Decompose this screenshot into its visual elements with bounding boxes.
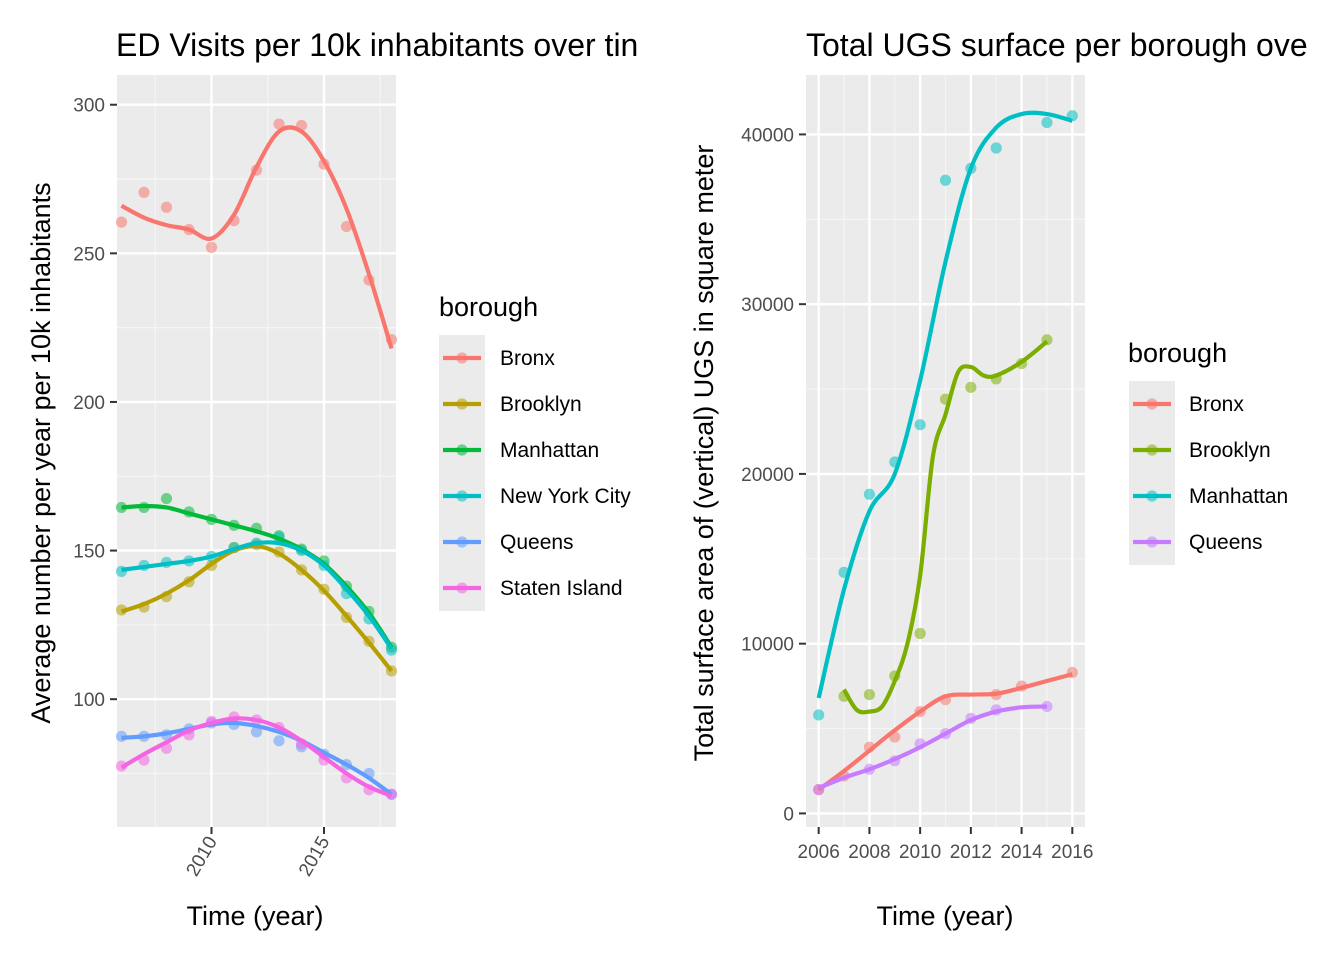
trend-line-bronx	[120, 125, 394, 350]
legend-key-point-staten-island	[456, 582, 468, 594]
y-tick-label: 100	[73, 690, 105, 711]
legend-key-point-new-york-city	[456, 490, 468, 502]
data-point-brooklyn	[914, 627, 926, 640]
x-tick-label: 2016	[1051, 842, 1093, 863]
trend-line-brooklyn	[120, 543, 394, 673]
data-point-manhattan	[990, 142, 1002, 154]
y-tick-label: 20000	[741, 465, 794, 486]
data-point-manhattan	[115, 501, 128, 514]
plot-background	[117, 75, 396, 827]
legend-title-ed-visits: borough	[439, 292, 538, 322]
data-point-queens	[1041, 700, 1053, 713]
data-point-manhattan	[813, 709, 825, 721]
data-point-brooklyn	[965, 381, 977, 393]
y-tick-label: 40000	[741, 125, 794, 146]
ugs-surface-legend: borough Bronx Brooklyn Manhattan Queens	[1128, 338, 1288, 565]
legend-key-point-queens	[456, 536, 468, 548]
x-tick-label: 2008	[848, 842, 890, 863]
trend-line-bronx	[817, 672, 1073, 792]
x-tick-label: 2014	[1000, 842, 1043, 863]
legend-label-queens: Queens	[1189, 531, 1263, 554]
data-point-manhattan	[863, 488, 876, 500]
data-point-bronx	[273, 118, 285, 130]
y-tick-label: 200	[73, 393, 105, 414]
data-point-bronx	[115, 216, 128, 228]
y-tick-label: 30000	[741, 295, 794, 316]
data-point-bronx	[138, 186, 150, 199]
x-tick-label: 2006	[798, 842, 840, 863]
data-point-queens	[273, 735, 285, 747]
legend-key-background	[439, 335, 485, 611]
legend-key-point-bronx	[456, 352, 468, 364]
legend-label-manhattan: Manhattan	[1189, 485, 1288, 508]
legend-label-staten-island: Staten Island	[500, 577, 623, 600]
x-tick-label: 2010	[899, 842, 941, 863]
chart-title-ugs-surface: Total UGS surface per borough ove	[806, 27, 1308, 63]
trend-line-queens	[121, 720, 393, 796]
legend-key-point-manhattan	[456, 444, 468, 456]
x-axis-label-ugs-surface: Time (year)	[876, 901, 1013, 931]
ed-visits-legend: borough Bronx Brooklyn Manhattan New York C…	[439, 292, 631, 611]
chart-title-ed-visits: ED Visits per 10k inhabitants over tin	[116, 27, 638, 63]
x-tick-label: 2010	[183, 833, 222, 880]
legend-label-bronx: Bronx	[500, 347, 555, 370]
legend-label-brooklyn: Brooklyn	[500, 393, 582, 416]
y-axis-label-ed-visits: Average number per year per 10k inhabita…	[26, 182, 56, 723]
data-point-manhattan	[939, 174, 952, 186]
trend-line-queens	[817, 704, 1048, 790]
data-point-manhattan	[160, 492, 173, 505]
legend-key-point-brooklyn	[456, 398, 468, 410]
trend-line-manhattan	[816, 110, 1073, 699]
legend-key-background	[1129, 381, 1175, 565]
data-point-brooklyn	[863, 688, 876, 701]
legend-key-point-bronx	[1146, 398, 1158, 410]
legend-label-bronx: Bronx	[1189, 393, 1244, 416]
trend-line-new-york-city	[121, 540, 394, 650]
data-point-bronx	[340, 220, 353, 233]
legend-key-point-queens	[1146, 536, 1158, 548]
legend-key-point-brooklyn	[1146, 444, 1158, 456]
y-tick-label: 150	[73, 542, 105, 563]
legend-label-new-york-city: New York City	[500, 485, 631, 508]
data-point-queens	[250, 726, 263, 738]
data-point-bronx	[205, 241, 218, 253]
data-point-manhattan	[1041, 116, 1053, 129]
legend-label-brooklyn: Brooklyn	[1189, 439, 1271, 462]
trend-line-staten-island	[120, 716, 393, 798]
y-tick-label: 0	[783, 804, 794, 825]
y-tick-label: 300	[73, 96, 105, 117]
x-tick-label: 2015	[295, 833, 334, 880]
y-tick-label: 250	[73, 244, 105, 265]
ed-visits-plot-panel: 100 150 200 250 300 2010 2015	[73, 75, 398, 880]
legend-label-manhattan: Manhattan	[500, 439, 599, 462]
data-point-manhattan	[914, 419, 926, 431]
y-axis-label-ugs-surface: Total surface area of (vertical) UGS in …	[689, 145, 719, 762]
legend-label-queens: Queens	[500, 531, 574, 554]
legend-title-ugs-surface: borough	[1128, 338, 1227, 368]
y-tick-label: 10000	[741, 635, 794, 656]
ugs-surface-plot-panel: 0 10000 20000 30000 40000 2006 2008 2010 2012 201…	[741, 75, 1093, 863]
x-axis-label-ed-visits: Time (year)	[186, 901, 323, 931]
legend-key-point-manhattan	[1146, 490, 1158, 502]
x-tick-label: 2012	[950, 842, 992, 863]
trend-line-brooklyn	[842, 339, 1049, 715]
data-point-bronx	[160, 201, 173, 213]
